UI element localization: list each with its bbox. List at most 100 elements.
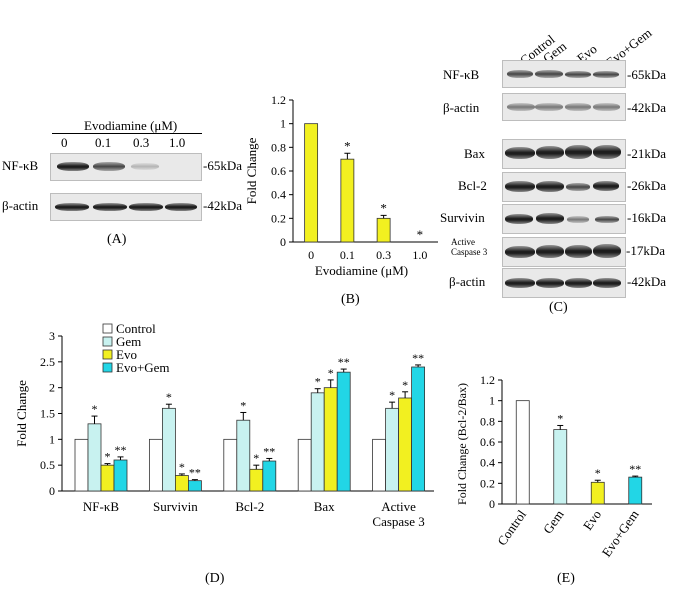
x-tick-label: Control: [494, 507, 529, 548]
panel-letter-b: (B): [341, 292, 360, 307]
blot-a-size: -42kDa: [203, 198, 242, 213]
blot-a-size: -65kDa: [203, 158, 242, 173]
chart-e: 0 0.2 0.4 0.6 0.8 1 1.2 Control * Gem * Evo ** Evo+Ge…: [455, 373, 652, 560]
bar: [262, 460, 277, 492]
blot-c-nfkb: [502, 60, 626, 88]
bar: [590, 481, 605, 505]
y-tick-label: 0.4: [271, 188, 286, 202]
y-tick-label: 1.5: [40, 407, 55, 421]
legend-swatch: [102, 336, 113, 347]
y-tick-label: 0.4: [480, 456, 495, 470]
significance-mark: **: [263, 444, 275, 458]
blot-a-row-label: β-actin: [2, 198, 39, 213]
legend-swatch: [102, 349, 113, 360]
chart-b: 0 0.2 0.4 0.6 0.8 1 1.2 0 * 0.1 * 0.3 * 1.0 Evodiamine…: [244, 93, 438, 278]
bar: [398, 397, 413, 492]
significance-mark: **: [338, 355, 350, 369]
y-tick-label: 1.2: [480, 373, 495, 387]
bar: [628, 476, 643, 505]
y-tick-label: 0: [489, 497, 495, 511]
bar: [385, 407, 400, 492]
blot-c-bax: [502, 139, 626, 169]
y-axis-title: Fold Change: [244, 137, 259, 204]
panel-letter-c: (C): [549, 300, 568, 315]
bar: [113, 459, 128, 492]
bar: [236, 419, 251, 492]
bar: [336, 371, 351, 492]
bar: [553, 429, 568, 505]
blot-c-bcl2: [502, 172, 626, 202]
legend-label: Gem: [116, 334, 141, 349]
y-tick-label: 0.6: [480, 435, 495, 449]
y-tick-label: 0.8: [271, 140, 286, 154]
x-axis-title: Evodiamine (μM): [315, 263, 408, 278]
blot-c-row-label: Caspase 3: [451, 247, 488, 257]
blot-c-row-label: Survivin: [440, 210, 485, 225]
x-tick-label: 0.1: [340, 248, 355, 262]
blot-a-nfkb: [50, 153, 202, 181]
panel-a-header: Evodiamine (μM): [84, 118, 178, 133]
significance-mark: *: [240, 398, 246, 412]
blot-c-size: -42kDa: [627, 274, 666, 289]
y-tick-label: 1: [489, 394, 495, 408]
blot-c-size: -16kDa: [627, 210, 666, 225]
y-tick-label: 3: [49, 329, 55, 343]
blot-c-row-label: Active: [451, 237, 475, 247]
x-tick-label: 0: [308, 248, 314, 262]
significance-mark: *: [179, 460, 185, 474]
y-tick-label: 0.6: [271, 164, 286, 178]
blot-c-caspase3: [502, 237, 626, 267]
significance-mark: *: [389, 388, 395, 402]
significance-mark: **: [412, 351, 424, 365]
legend-label: Control: [116, 321, 156, 336]
y-axis-title: Fold Change (Bcl-2/Bax): [455, 383, 469, 505]
blot-c-size: -21kDa: [627, 146, 666, 161]
legend-swatch: [102, 323, 113, 334]
bar: [310, 392, 325, 492]
blot-c-size: -26kDa: [627, 178, 666, 193]
panel-a-header-rule: [52, 133, 202, 134]
bar: [249, 468, 264, 492]
bar: [376, 217, 391, 243]
blot-c-size: -42kDa: [627, 100, 666, 115]
blot-c-actin-top: [502, 93, 626, 121]
bar: [174, 475, 189, 492]
dose-label: 0: [61, 135, 68, 150]
x-tick-label: Caspase 3: [372, 514, 424, 529]
blot-c-size: -65kDa: [627, 67, 666, 82]
y-tick-label: 0.2: [271, 211, 286, 225]
y-axis-title: Fold Change: [14, 380, 29, 447]
bar: [223, 438, 238, 492]
bar: [323, 387, 338, 492]
blot-c-row-label: Bax: [464, 146, 485, 161]
significance-mark: **: [115, 443, 127, 457]
panel-letter-a: (A): [107, 232, 127, 247]
y-tick-label: 2.5: [40, 355, 55, 369]
bar: [87, 423, 102, 492]
x-tick-label: Bcl-2: [235, 499, 264, 514]
bar: [297, 438, 312, 492]
legend-swatch: [102, 362, 113, 373]
blot-a-actin: [50, 193, 202, 221]
y-tick-label: 0.2: [480, 476, 495, 490]
x-tick-label: 0.3: [376, 248, 391, 262]
bar: [304, 123, 319, 243]
blot-c-row-label: Bcl-2: [458, 178, 487, 193]
y-tick-label: 0: [280, 235, 286, 249]
significance-mark: *: [315, 375, 321, 389]
significance-mark: **: [629, 462, 641, 476]
blot-a-row-label: NF-κB: [2, 158, 39, 173]
bar: [187, 480, 202, 492]
x-tick-label: Gem: [540, 507, 567, 536]
bar: [148, 438, 163, 492]
panel-letter-d: (D): [205, 571, 225, 586]
legend-label: Evo+Gem: [116, 360, 170, 375]
x-tick-label: Evo+Gem: [599, 507, 642, 559]
dose-label: 0.1: [95, 135, 112, 150]
x-tick-label: Evo: [580, 507, 604, 533]
bar: [340, 158, 355, 243]
blot-c-row-label: NF-κB: [443, 67, 480, 82]
significance-mark: *: [557, 411, 563, 425]
y-tick-label: 0: [49, 484, 55, 498]
panel-letter-e: (E): [557, 571, 575, 586]
